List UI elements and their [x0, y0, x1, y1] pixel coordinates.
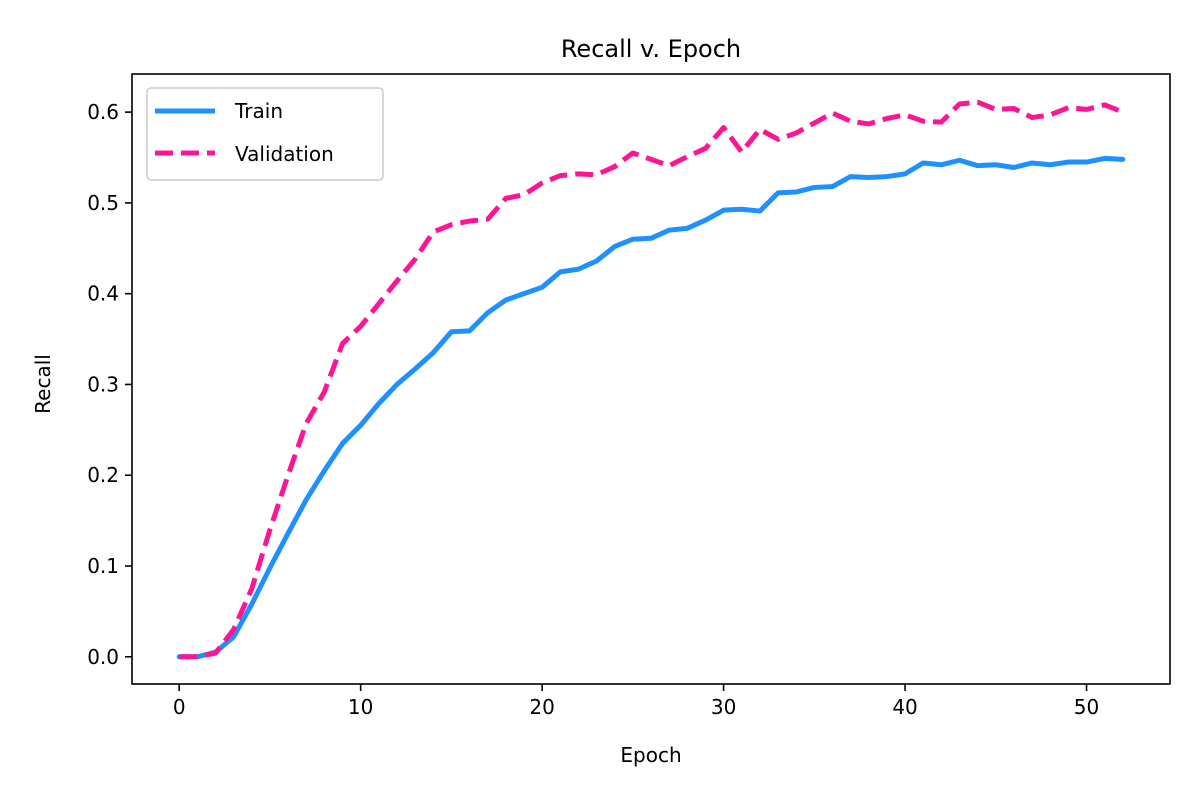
x-tick-label: 40 — [892, 695, 917, 719]
y-tick-label: 0.5 — [87, 191, 119, 215]
x-axis: 0 10 20 30 40 50 — [173, 684, 1099, 719]
y-tick-label: 0.4 — [87, 282, 119, 306]
y-tick-label: 0.2 — [87, 463, 119, 487]
chart-title: Recall v. Epoch — [561, 35, 741, 63]
x-tick-label: 0 — [173, 695, 186, 719]
legend: Train Validation — [146, 87, 384, 181]
legend-label-train: Train — [234, 99, 283, 123]
x-tick-label: 30 — [711, 695, 736, 719]
series-line-validation — [179, 99, 1124, 660]
y-tick-label: 0.3 — [87, 372, 119, 396]
x-tick-label: 50 — [1074, 695, 1099, 719]
series-line-train — [176, 155, 1126, 660]
legend-label-validation: Validation — [235, 142, 334, 166]
y-tick-label: 0.6 — [87, 100, 119, 124]
x-tick-label: 10 — [348, 695, 373, 719]
x-tick-label: 20 — [529, 695, 554, 719]
y-axis: 0.0 0.1 0.2 0.3 0.4 0.5 0.6 — [87, 100, 132, 669]
series-layer — [176, 99, 1126, 660]
plot-frame — [131, 73, 1171, 685]
x-axis-label: Epoch — [620, 743, 681, 767]
y-tick-label: 0.1 — [87, 554, 119, 578]
y-axis-label: Recall — [31, 354, 55, 414]
y-tick-label: 0.0 — [87, 645, 119, 669]
